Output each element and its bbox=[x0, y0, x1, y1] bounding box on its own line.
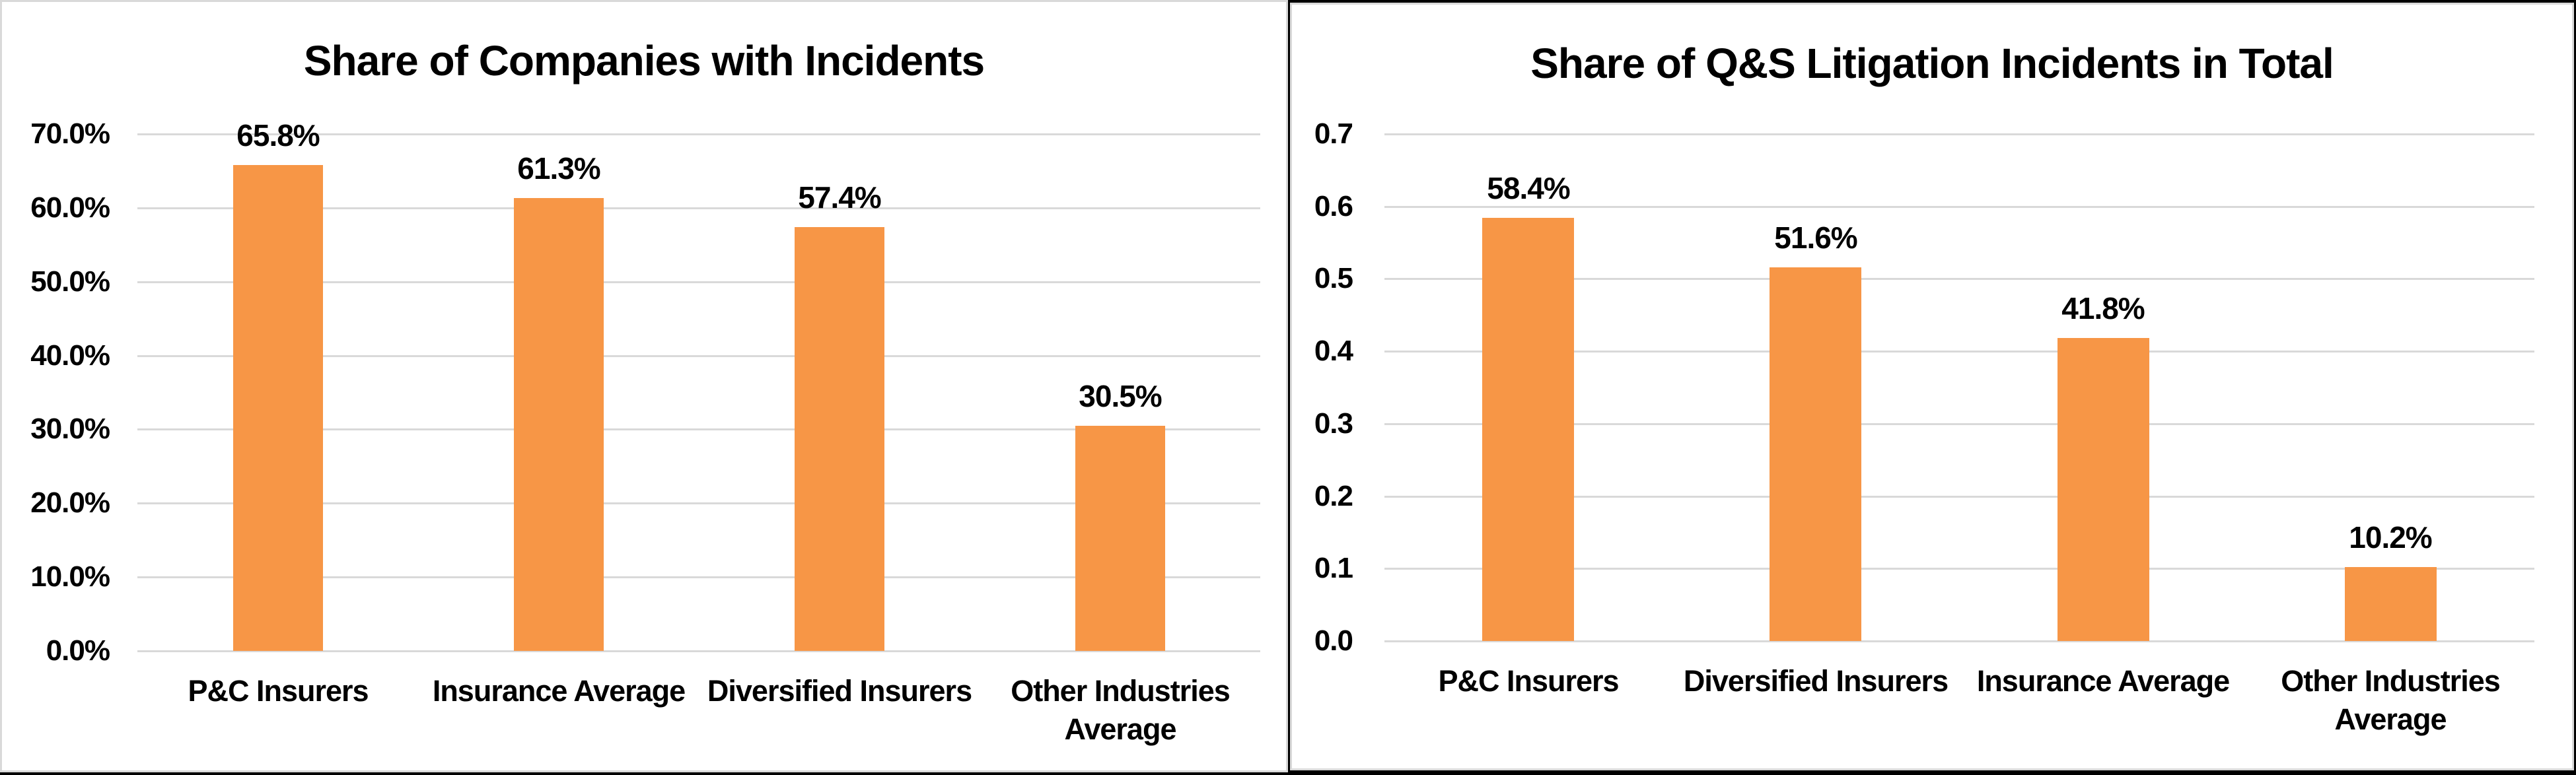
chart-panel-companies-with-incidents: Share of Companies with Incidents 0.0% 10… bbox=[0, 0, 1288, 772]
y-axis-tick-label: 0.7 bbox=[1314, 118, 1353, 150]
y-axis-tick-label: 0.6 bbox=[1314, 190, 1353, 222]
y-gridline bbox=[1384, 496, 2534, 498]
y-gridline bbox=[1384, 640, 2534, 642]
bar-p-c-insurers bbox=[233, 165, 323, 651]
chart-title: Share of Q&S Litigation Incidents in Tot… bbox=[1530, 40, 2334, 87]
y-gridline bbox=[137, 355, 1260, 357]
y-axis-tick-label: 0.1 bbox=[1314, 552, 1353, 584]
bar-diversified-insurers bbox=[1770, 267, 1861, 641]
bar-value-label: 57.4% bbox=[798, 180, 881, 215]
bar-other-industries-average bbox=[1075, 426, 1165, 651]
y-gridline bbox=[1384, 278, 2534, 280]
y-axis-tick-label: 40.0% bbox=[30, 339, 110, 372]
bar-value-label: 41.8% bbox=[2061, 291, 2145, 325]
x-axis-category-label: P&C Insurers bbox=[1438, 664, 1619, 698]
y-axis-tick-label: 0.3 bbox=[1314, 407, 1353, 440]
bar-insurance-average bbox=[2057, 338, 2149, 641]
chart-title: Share of Companies with Incidents bbox=[303, 37, 985, 84]
x-axis-category-label: Insurance Average bbox=[1976, 664, 2230, 698]
y-gridline bbox=[1384, 423, 2534, 425]
y-gridline bbox=[137, 502, 1260, 504]
y-gridline bbox=[1384, 351, 2534, 353]
y-axis-tick-label: 70.0% bbox=[30, 118, 110, 150]
bar-value-label: 61.3% bbox=[517, 151, 600, 185]
y-gridline bbox=[1384, 133, 2534, 135]
bar-value-label: 58.4% bbox=[1487, 171, 1570, 205]
x-axis-category-label: Diversified Insurers bbox=[707, 674, 972, 708]
x-axis-category-label: Diversified Insurers bbox=[1683, 664, 1949, 698]
y-gridline bbox=[137, 576, 1260, 578]
chart-panel-litigation-incidents-share: Share of Q&S Litigation Incidents in Tot… bbox=[1290, 3, 2574, 770]
y-axis-tick-label: 30.0% bbox=[30, 413, 110, 445]
y-gridline bbox=[1384, 568, 2534, 570]
y-gridline bbox=[137, 281, 1260, 283]
bar-value-label: 51.6% bbox=[1774, 220, 1857, 255]
y-axis-tick-label: 60.0% bbox=[30, 191, 110, 224]
x-axis-category-label: Insurance Average bbox=[432, 674, 686, 708]
y-axis-tick-label: 0.4 bbox=[1314, 335, 1353, 367]
x-axis-category-label: Other Industries Average bbox=[1011, 674, 1231, 746]
y-axis-tick-label: 0.0 bbox=[1314, 624, 1353, 657]
x-axis-category-label: Other Industries Average bbox=[2281, 664, 2501, 736]
y-axis-tick-label: 50.0% bbox=[30, 265, 110, 298]
bar-value-label: 65.8% bbox=[236, 118, 320, 152]
y-gridline bbox=[137, 133, 1260, 135]
bar-value-label: 10.2% bbox=[2349, 520, 2432, 555]
bar-insurance-average bbox=[514, 198, 604, 651]
y-gridline bbox=[137, 650, 1260, 652]
bar-value-label: 30.5% bbox=[1079, 379, 1162, 413]
y-axis-tick-label: 0.2 bbox=[1314, 480, 1353, 512]
y-gridline bbox=[137, 428, 1260, 430]
y-axis-tick-label: 20.0% bbox=[30, 487, 110, 519]
bar-diversified-insurers bbox=[795, 227, 884, 651]
y-axis-tick-label: 0.5 bbox=[1314, 262, 1353, 294]
y-axis-tick-label: 0.0% bbox=[46, 634, 110, 667]
bar-other-industries-average bbox=[2345, 567, 2437, 641]
y-gridline bbox=[137, 207, 1260, 209]
x-axis-category-label: P&C Insurers bbox=[188, 674, 369, 708]
bar-p-c-insurers bbox=[1482, 218, 1574, 641]
y-axis-tick-label: 10.0% bbox=[30, 560, 110, 593]
y-gridline bbox=[1384, 206, 2534, 208]
